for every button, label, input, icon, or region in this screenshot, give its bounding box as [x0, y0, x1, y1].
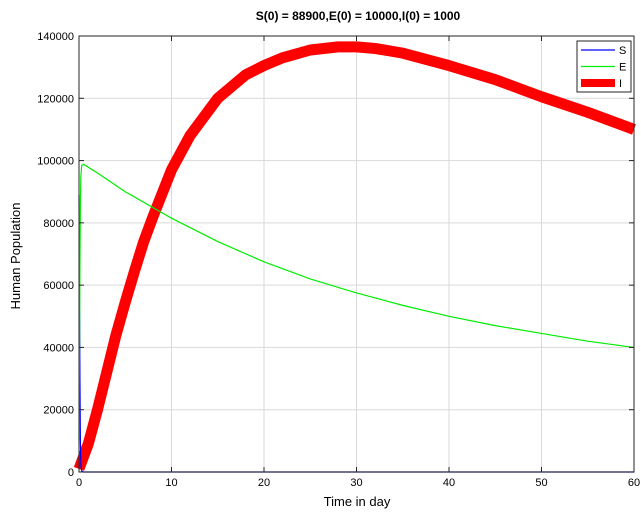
y-tick-label: 0 — [68, 467, 74, 479]
grid — [79, 36, 634, 472]
series-line-i — [73, 41, 636, 471]
y-tick-label: 20000 — [43, 405, 74, 417]
y-tick-label: 60000 — [43, 280, 74, 292]
legend-label-s: S — [619, 45, 626, 57]
legend-label-e: E — [619, 62, 626, 74]
y-tick-label: 80000 — [43, 218, 74, 230]
legend: SEI — [576, 40, 632, 93]
x-axis-label: Time in day — [324, 494, 391, 509]
x-tick-label: 60 — [628, 477, 640, 489]
y-tick-label: 40000 — [43, 342, 74, 354]
x-tick-label: 0 — [76, 477, 82, 489]
axis-ticks: 0 10 20 30 40 50 60 0 20000 40000 60000 80000 100000… — [37, 31, 640, 489]
series-line-e — [78, 163, 635, 441]
x-tick-label: 30 — [350, 477, 362, 489]
chart-title: S(0) = 88900,E(0) = 10000,I(0) = 1000 — [256, 9, 461, 23]
legend-label-i: I — [619, 78, 622, 90]
x-tick-label: 10 — [165, 477, 177, 489]
x-tick-label: 50 — [535, 477, 547, 489]
y-tick-label: 120000 — [37, 93, 74, 105]
y-axis-label: Human Population — [8, 203, 23, 310]
x-tick-label: 40 — [443, 477, 455, 489]
x-tick-label: 20 — [258, 477, 270, 489]
y-tick-label: 140000 — [37, 31, 74, 43]
y-tick-label: 100000 — [37, 156, 74, 168]
